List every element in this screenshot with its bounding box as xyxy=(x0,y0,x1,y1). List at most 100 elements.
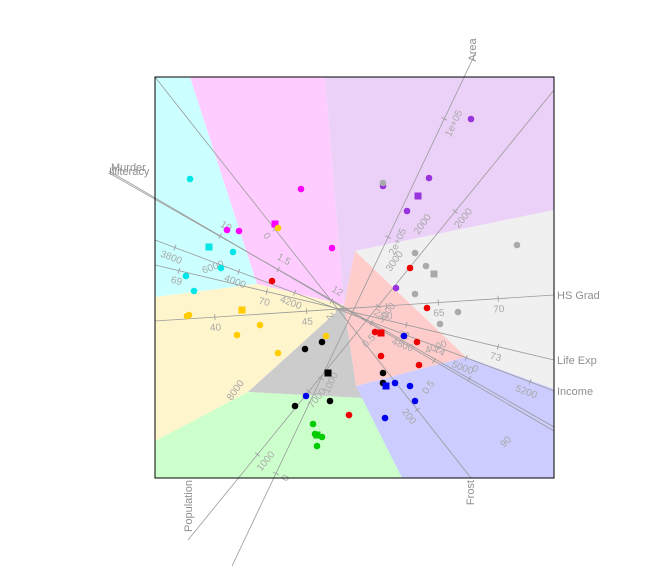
data-point xyxy=(309,420,317,428)
tick-mark xyxy=(306,389,312,394)
cluster-region-9 xyxy=(356,357,554,478)
axis-label-area: Area xyxy=(467,38,479,62)
cluster-center-5 xyxy=(238,306,246,314)
axis-line-life-exp xyxy=(154,264,555,361)
data-point xyxy=(411,249,419,257)
tick-mark xyxy=(293,289,297,296)
data-point xyxy=(256,321,264,329)
tick-label: 70 xyxy=(257,296,271,309)
data-point xyxy=(406,382,414,390)
data-point xyxy=(411,290,419,298)
axis-line-population xyxy=(187,89,555,541)
axis-label-hs-grad: HS Grad xyxy=(557,290,600,302)
axis-label-murder: Murder xyxy=(111,162,146,174)
axis-label-illiteracy: Illiteracy xyxy=(109,166,150,178)
cluster-center-1 xyxy=(205,243,213,251)
tick-label: 2 xyxy=(323,311,335,323)
cluster-center-7 xyxy=(324,369,332,377)
cluster-region-2 xyxy=(190,77,344,305)
data-point xyxy=(318,338,326,346)
data-point xyxy=(345,411,353,419)
tick-label: 14 xyxy=(432,344,448,359)
data-point xyxy=(190,287,198,295)
data-point xyxy=(422,262,430,270)
axis-line-hs-grad xyxy=(154,294,555,322)
data-point xyxy=(322,332,330,340)
data-point xyxy=(467,115,475,123)
data-point xyxy=(217,264,225,272)
data-point xyxy=(513,241,521,249)
data-point xyxy=(377,352,385,360)
cluster-region-3 xyxy=(325,77,554,305)
axis-label-population: Population xyxy=(183,480,195,532)
cluster-center-3 xyxy=(414,192,422,200)
data-point xyxy=(411,397,419,405)
cluster-center-8 xyxy=(313,431,321,439)
cluster-center-4 xyxy=(430,270,438,278)
tick-label: 69 xyxy=(170,275,184,288)
data-point xyxy=(391,379,399,387)
tick-mark xyxy=(497,343,500,350)
axis-label-frost: Frost xyxy=(465,480,477,505)
data-point xyxy=(381,414,389,422)
data-point xyxy=(301,345,309,353)
data-point xyxy=(186,175,194,183)
cluster-region-4 xyxy=(355,210,554,389)
data-point xyxy=(371,328,379,336)
cluster-center-6 xyxy=(377,329,385,337)
data-point xyxy=(235,227,243,235)
tick-mark xyxy=(265,288,268,295)
data-point xyxy=(328,244,336,252)
tick-label: 70 xyxy=(493,304,505,316)
tick-mark xyxy=(369,320,374,326)
plot-frame xyxy=(154,76,555,479)
tick-mark xyxy=(218,233,223,239)
tick-label: 65 xyxy=(433,308,445,320)
tick-mark xyxy=(528,378,532,385)
tick-label: 60 xyxy=(381,311,393,323)
data-point xyxy=(291,402,299,410)
cluster-region-1 xyxy=(155,77,257,297)
data-point xyxy=(302,392,310,400)
data-point xyxy=(182,272,190,280)
tick-label: 2 xyxy=(372,307,383,320)
data-point xyxy=(274,224,282,232)
data-point xyxy=(406,264,414,272)
tick-mark xyxy=(177,267,181,274)
cluster-center-9 xyxy=(382,382,390,390)
point-layer xyxy=(182,115,521,450)
data-point xyxy=(379,179,387,187)
data-point xyxy=(233,331,241,339)
data-point xyxy=(423,304,431,312)
cluster-region-6 xyxy=(344,251,466,386)
tick-mark xyxy=(405,321,408,328)
tick-mark xyxy=(335,307,341,312)
tick-mark xyxy=(173,244,177,251)
axis-label-income: Income xyxy=(557,386,593,398)
tick-label: 73 xyxy=(489,351,503,364)
tick-mark xyxy=(441,117,448,121)
tick-mark xyxy=(385,235,392,239)
tick-mark xyxy=(318,376,324,381)
cluster-center-2 xyxy=(271,220,279,228)
data-point xyxy=(436,320,444,328)
data-point xyxy=(415,361,423,369)
data-point xyxy=(454,308,462,316)
tick-label: 40 xyxy=(210,322,222,334)
tick-mark xyxy=(452,209,458,214)
axis-line-area xyxy=(231,51,477,567)
tick-label: 12 xyxy=(329,284,345,299)
cluster-region-8 xyxy=(155,392,402,478)
axis-label-life-exp: Life Exp xyxy=(557,355,597,367)
data-point xyxy=(326,397,334,405)
data-point xyxy=(313,442,321,450)
data-point xyxy=(379,369,387,377)
cluster-region-5 xyxy=(155,284,344,441)
axis-line-frost xyxy=(154,76,472,479)
data-point xyxy=(268,277,276,285)
data-point xyxy=(229,248,237,256)
tick-label: 45 xyxy=(301,316,313,328)
tick-mark xyxy=(375,303,381,309)
tick-mark xyxy=(237,268,241,275)
tick-mark xyxy=(276,266,280,273)
